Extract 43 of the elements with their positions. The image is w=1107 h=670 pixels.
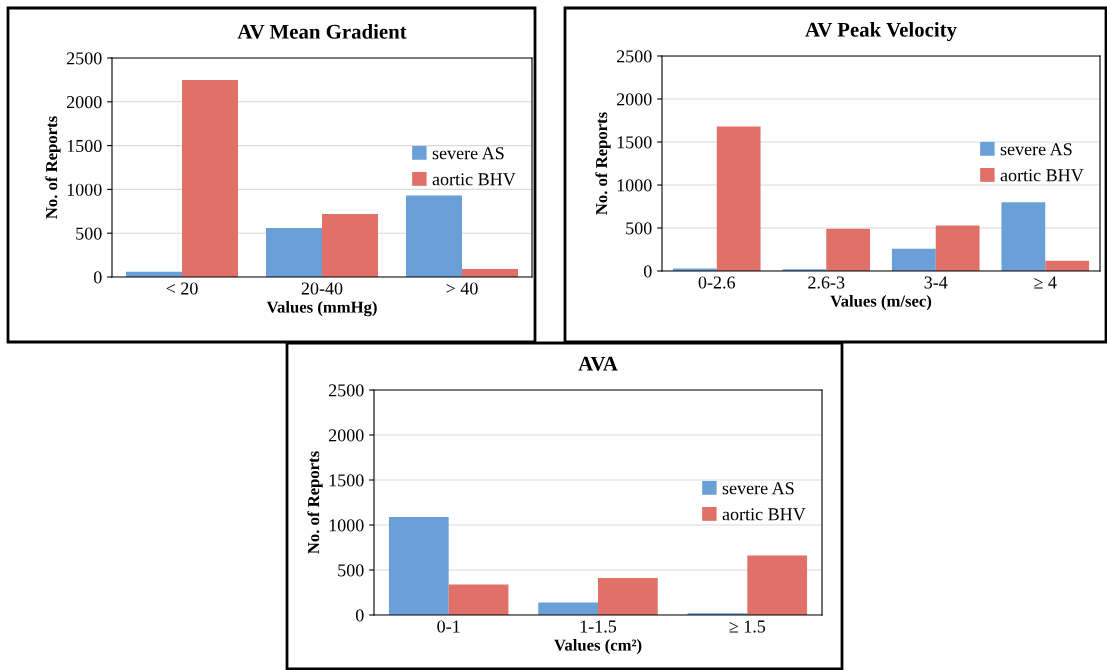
y-tick-label: 2500 bbox=[616, 50, 652, 63]
legend-label: aortic BHV bbox=[1000, 169, 1084, 182]
chart-title: AV Peak Velocity bbox=[805, 22, 957, 42]
legend-label: aortic BHV bbox=[432, 173, 516, 186]
x-tick-label: ≥ 1.5 bbox=[729, 620, 766, 633]
y-tick-label: 500 bbox=[76, 227, 102, 240]
legend-label: severe AS bbox=[432, 147, 504, 160]
legend-label: severe AS bbox=[1000, 143, 1072, 156]
x-tick-label: ≥ 4 bbox=[1034, 276, 1057, 289]
y-tick-label: 500 bbox=[626, 222, 652, 235]
y-axis-title: No. of Reports bbox=[45, 116, 61, 219]
y-tick-label: 1000 bbox=[67, 183, 102, 196]
x-axis-title: Values (mmHg) bbox=[266, 301, 377, 317]
x-tick-label: 20-40 bbox=[301, 282, 343, 295]
x-tick-label: 0-1 bbox=[437, 620, 460, 633]
legend-label: aortic BHV bbox=[722, 508, 806, 521]
x-tick-label: 0-2.6 bbox=[698, 276, 736, 289]
y-tick-label: 1500 bbox=[67, 139, 102, 153]
y-tick-label: 2500 bbox=[328, 384, 364, 397]
y-axis-title: No. of Reports bbox=[595, 112, 611, 215]
chart-title: AV Mean Gradient bbox=[237, 24, 407, 39]
legend-label: severe AS bbox=[722, 482, 794, 495]
x-tick-label: 3-4 bbox=[924, 276, 948, 289]
x-tick-label: < 20 bbox=[166, 282, 198, 295]
y-tick-label: 2000 bbox=[66, 96, 102, 109]
y-tick-label: 0 bbox=[643, 265, 652, 278]
x-tick-label: 2.6-3 bbox=[808, 276, 845, 289]
x-tick-label: > 40 bbox=[446, 282, 478, 295]
y-tick-label: 2500 bbox=[66, 52, 102, 65]
y-tick-label: 0 bbox=[355, 609, 364, 622]
y-tick-label: 2000 bbox=[616, 93, 652, 106]
y-tick-label: 500 bbox=[338, 564, 364, 577]
y-tick-label: 1000 bbox=[617, 179, 652, 192]
x-tick-label: 1-1.5 bbox=[580, 620, 617, 633]
y-tick-label: 1000 bbox=[329, 519, 364, 532]
x-axis-title: Values (m/sec) bbox=[830, 295, 932, 311]
y-tick-label: 0 bbox=[93, 271, 102, 284]
chart-title: AVA bbox=[578, 356, 618, 371]
y-tick-label: 2000 bbox=[328, 429, 364, 442]
y-tick-label: 1500 bbox=[329, 474, 364, 487]
x-axis-title: Values (cm²) bbox=[554, 639, 642, 655]
y-axis-title: No. of Reports bbox=[307, 451, 323, 554]
y-tick-label: 1500 bbox=[617, 136, 652, 149]
